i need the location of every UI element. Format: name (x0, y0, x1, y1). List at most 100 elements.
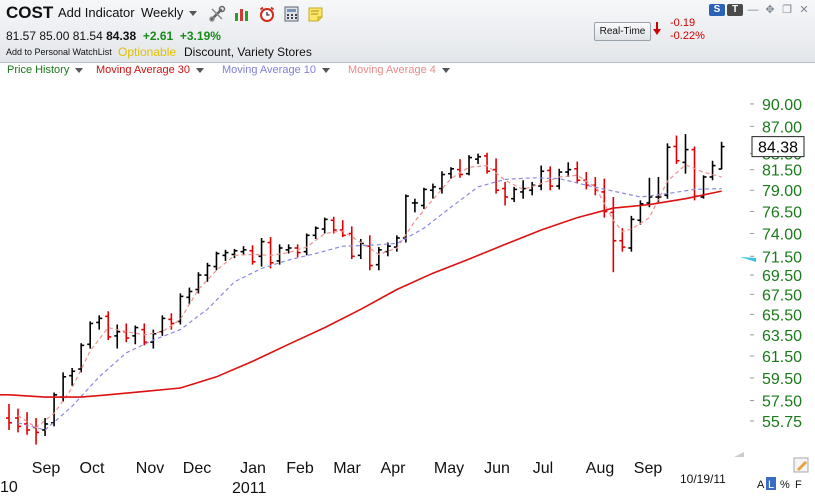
price-tick-label: 71.50 (762, 249, 802, 266)
month-label: Jan (240, 460, 266, 477)
close-icon[interactable]: ✕ (799, 4, 809, 16)
legend-price-history[interactable]: Price History (7, 64, 84, 76)
price-bar (159, 315, 166, 336)
price-bar (204, 262, 211, 282)
realtime-change: -0.19 -0.22% (670, 17, 705, 43)
period-dropdown[interactable]: Weekly (141, 5, 198, 20)
year-label: 10 (0, 479, 18, 496)
price-bar (475, 153, 482, 164)
price-bar (132, 325, 139, 345)
month-label: Oct (80, 460, 105, 477)
price-bar (420, 187, 427, 209)
month-label: Apr (381, 460, 407, 477)
scroll-arrow-icon[interactable] (734, 452, 744, 457)
s-badge[interactable]: S (709, 4, 725, 16)
price-tick-label: 79.00 (762, 183, 802, 200)
quote-low: 81.54 (72, 29, 103, 43)
price-bar (96, 315, 103, 330)
price-bar (258, 238, 265, 267)
price-bar (195, 272, 202, 294)
price-tick-label: 65.50 (762, 307, 802, 324)
price-bar (682, 134, 689, 174)
price-bar (33, 418, 40, 445)
price-bar (186, 287, 193, 305)
price-bar (637, 200, 644, 225)
ma30-line (8, 190, 722, 398)
log-scale-toggle[interactable] (766, 477, 776, 490)
price-tick-label: 67.50 (762, 287, 802, 304)
price-bars (6, 134, 725, 445)
price-tick-label: 74.00 (762, 227, 802, 244)
quote-change: +2.61 (142, 29, 174, 43)
log-scale-letter: L (768, 479, 774, 491)
realtime-change-pct: -0.22% (670, 30, 705, 42)
arith-scale-toggle[interactable]: A (757, 479, 765, 491)
quote-line: 81.57 85.00 81.54 84.38 +2.61 +3.19% (6, 29, 221, 43)
month-label: Nov (136, 460, 164, 477)
price-bar (646, 177, 653, 208)
price-bar (267, 237, 274, 269)
month-label: May (434, 460, 464, 477)
month-label: Aug (586, 460, 614, 477)
sticky-note-icon[interactable] (307, 5, 325, 23)
t-badge-label: T (731, 4, 739, 15)
price-bar (447, 167, 454, 179)
price-tick-label: 87.00 (762, 119, 802, 136)
alarm-clock-icon[interactable] (258, 5, 276, 23)
bar-chart-icon[interactable] (233, 5, 251, 23)
price-bar (285, 244, 292, 254)
legend-ma4[interactable]: Moving Average 4 (348, 64, 450, 76)
quote-open: 81.57 (6, 29, 37, 43)
price-bar (231, 248, 238, 259)
price-bar (718, 141, 725, 170)
date-label: 10/19/11 (680, 472, 726, 486)
realtime-change-value: -0.19 (670, 17, 696, 29)
ma4-line (17, 164, 722, 429)
price-tick-label: 81.50 (762, 163, 802, 180)
price-bar (6, 404, 12, 430)
percent-scale-toggle[interactable]: % (780, 479, 790, 491)
legend-ma4-label: Moving Average 4 (348, 64, 436, 76)
t-badge[interactable]: T (727, 4, 743, 16)
move-icon[interactable]: ✥ (765, 4, 775, 16)
time-axis: Sep Oct Nov Dec Jan Feb Mar Apr May Jun Jul Aug Sep 1… (0, 460, 726, 497)
price-bar (466, 155, 473, 176)
price-bar (168, 313, 175, 330)
real-time-button[interactable]: Real-Time (594, 22, 651, 41)
price-bar (312, 226, 319, 239)
price-chart[interactable]: 90.0087.0083.5081.5079.0076.5074.0071.50… (0, 80, 815, 501)
price-bar (493, 158, 500, 194)
price-bar (411, 198, 418, 213)
minimize-icon[interactable]: — (747, 4, 759, 16)
pencil-icon (797, 461, 807, 471)
fit-scale-toggle[interactable]: F (795, 479, 802, 491)
month-label: Jul (533, 460, 553, 477)
price-bar (123, 323, 130, 343)
price-bar (556, 168, 563, 190)
price-bar (249, 245, 256, 265)
add-indicator-button[interactable]: Add Indicator (58, 5, 135, 20)
year-label: 2011 (232, 480, 267, 497)
price-tick-label: 57.50 (762, 394, 802, 411)
price-bar (177, 293, 184, 325)
month-label: Mar (333, 460, 361, 477)
symbol-label[interactable]: COST (6, 3, 54, 22)
legend-ma10[interactable]: Moving Average 10 (222, 64, 330, 76)
add-to-watchlist-link[interactable]: Add to Personal WatchList (6, 47, 112, 57)
chevron-down-icon (441, 67, 450, 73)
legend-ma30[interactable]: Moving Average 30 (96, 64, 204, 76)
calculator-icon[interactable] (283, 5, 301, 23)
price-marker-icon (740, 257, 756, 262)
s-badge-label: S (713, 4, 721, 15)
restore-window-icon[interactable]: ❐ (782, 4, 792, 16)
price-bar (78, 343, 85, 373)
price-bar (457, 159, 463, 178)
price-bar (438, 171, 445, 194)
price-bar (375, 247, 382, 271)
wrench-scissors-icon[interactable] (208, 5, 226, 23)
price-bar (294, 244, 301, 258)
price-bar (339, 220, 346, 238)
price-bar (691, 146, 698, 201)
optionable-label: Optionable (118, 45, 177, 59)
legend-ma30-label: Moving Average 30 (96, 64, 190, 76)
